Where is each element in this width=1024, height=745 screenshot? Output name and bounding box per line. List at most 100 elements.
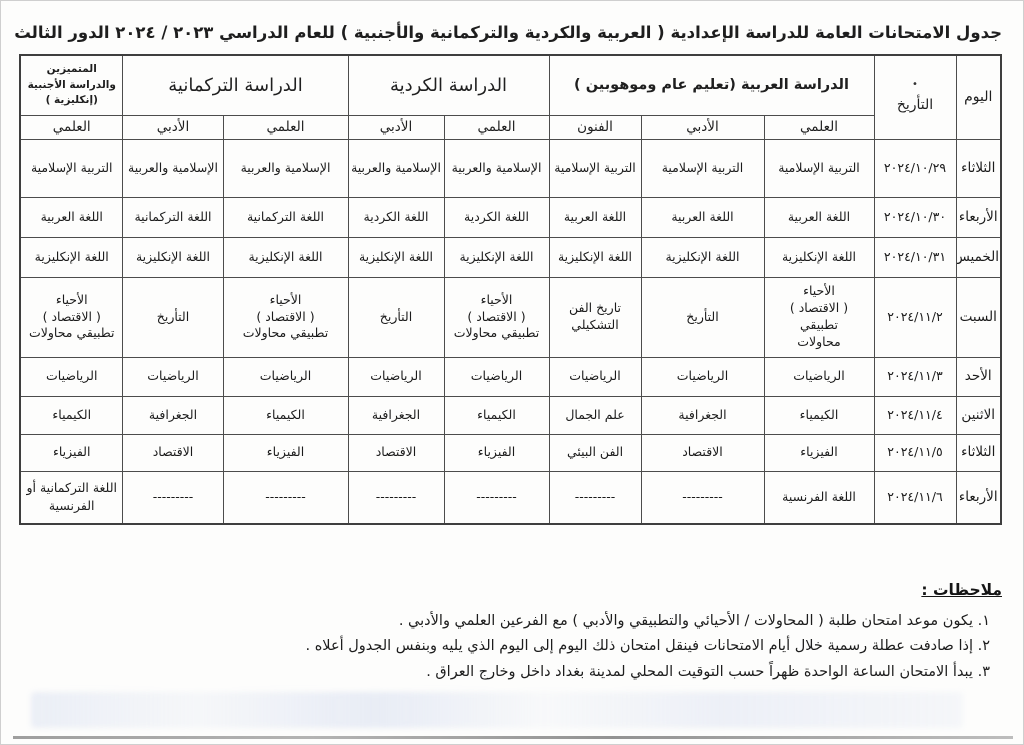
subject-cell: اللغة التركمانية [222, 196, 349, 238]
subject-cell: اللغة الكردية [443, 196, 550, 238]
group-header-distinguished-foreign-study: المتميزين والدراسة الأجنبية (إنكليزية ) [19, 54, 124, 116]
subject-cell: الفيزياء [222, 433, 349, 472]
subheader-kurdish-literary: الأدبي [347, 114, 445, 140]
subject-cell: اللغة العربية [640, 196, 765, 238]
subject-cell: الأحياء ( الاقتصاد ) تطبيقي محاولات [443, 276, 550, 358]
subject-cell: --------- [222, 470, 349, 525]
subject-cell: الرياضيات [443, 356, 550, 397]
subject-cell: الإسلامية والعربية [347, 138, 445, 198]
group-header-arabic-study: الدراسة العربية (تعليم عام وموهوبين ) [548, 54, 875, 116]
subject-cell: اللغة الفرنسية [763, 470, 875, 525]
subheader-distinguished-scientific: العلمي [19, 114, 124, 140]
header-group-row: اليوم • التأريخ الدراسة العربية (تعليم ع… [19, 54, 1002, 140]
note-line: ٣. يبدأ الامتحان الساعة الواحدة ظهراً حس… [426, 663, 990, 680]
subject-cell: الإسلامية والعربية [443, 138, 550, 198]
header-branch-row: العلمي الأدبي الفنون العلمي الأدبي العلم… [19, 114, 1001, 140]
subject-cell: الأحياء ( الاقتصاد ) تطبيقي محاولات [763, 276, 875, 358]
scan-smudge-artifact [31, 692, 963, 728]
subject-cell: الجغرافية [347, 395, 445, 435]
subject-cell: --------- [548, 470, 642, 525]
subject-cell: اللغة الإنكليزية [222, 236, 349, 278]
page-title: جدول الامتحانات العامة للدراسة الإعدادية… [14, 23, 1002, 42]
subject-cell: الأحياء ( الاقتصاد ) تطبيقي محاولات [222, 276, 349, 358]
table-row: الثلاثاء ٢٠٢٤/١١/٥ الفيزياء الاقتصاد الفن ال… [19, 433, 1002, 472]
col-header-date: • التأريخ [873, 54, 957, 140]
subheader-kurdish-scientific: العلمي [443, 114, 550, 140]
subject-cell: الجغرافية [122, 395, 224, 435]
subject-cell: اللغة العربية [19, 196, 124, 238]
subject-cell: الرياضيات [763, 356, 875, 397]
notes-heading: ملاحظات : [921, 581, 1002, 599]
day-cell: الخميس [955, 236, 1002, 278]
subject-cell: الكيمياء [19, 395, 124, 435]
subject-cell: اللغة الإنكليزية [763, 236, 875, 278]
subject-cell: الرياضيات [222, 356, 349, 397]
subject-cell: الرياضيات [548, 356, 642, 397]
table-row: الأربعاء ٢٠٢٤/١١/٦ اللغة الفرنسية ---------… [19, 470, 1002, 525]
day-cell: الثلاثاء [955, 433, 1002, 472]
col-header-day: اليوم [955, 54, 1002, 140]
subheader-turkmen-scientific: العلمي [222, 114, 349, 140]
table-row: السبت ٢٠٢٤/١١/٢ الأحياء ( الاقتصاد ) تطبيق… [19, 276, 1002, 358]
date-asterisk-mark: • [912, 79, 918, 91]
subject-cell: اللغة الإنكليزية [19, 236, 124, 278]
subject-cell: الكيمياء [763, 395, 875, 435]
subject-cell: تاريخ الفن التشكيلي [548, 276, 642, 358]
table-row: الخميس ٢٠٢٤/١٠/٣١ اللغة الإنكليزية اللغة ال… [19, 236, 1002, 278]
date-cell: ٢٠٢٤/١٠/٣٠ [873, 196, 957, 238]
subject-cell: اللغة الإنكليزية [443, 236, 550, 278]
subject-cell: الإسلامية والعربية [222, 138, 349, 198]
table-row: الأربعاء ٢٠٢٤/١٠/٣٠ اللغة العربية اللغة الع… [19, 196, 1002, 238]
subject-cell: التأريخ [347, 276, 445, 358]
subject-cell: الجغرافية [640, 395, 765, 435]
subject-cell: التربية الإسلامية [548, 138, 642, 198]
group-header-kurdish-study: الدراسة الكردية [347, 54, 550, 116]
subheader-arabic-literary: الأدبي [640, 114, 765, 140]
subject-cell: اللغة الإنكليزية [548, 236, 642, 278]
day-cell: الأربعاء [955, 470, 1002, 525]
subject-cell: اللغة العربية [763, 196, 875, 238]
date-cell: ٢٠٢٤/١٠/٢٩ [873, 138, 957, 198]
subject-cell: اللغة الإنكليزية [347, 236, 445, 278]
scan-edge-line [13, 736, 1013, 739]
subject-cell: --------- [347, 470, 445, 525]
subject-cell: الاقتصاد [122, 433, 224, 472]
table-row: الاثنين ٢٠٢٤/١١/٤ الكيمياء الجغرافية علم الج… [19, 395, 1002, 435]
table-row: الثلاثاء ٢٠٢٤/١٠/٢٩ التربية الإسلامية الترب… [19, 138, 1002, 198]
subject-cell: التربية الإسلامية [640, 138, 765, 198]
subject-cell: الكيمياء [443, 395, 550, 435]
note-line: ٢. إذا صادفت عطلة رسمية خلال أيام الامتح… [305, 638, 990, 655]
subject-cell: الفن البيئي [548, 433, 642, 472]
subject-cell: الرياضيات [640, 356, 765, 397]
subject-cell: الاقتصاد [347, 433, 445, 472]
subject-cell: اللغة الإنكليزية [122, 236, 224, 278]
date-cell: ٢٠٢٤/١٠/٣١ [873, 236, 957, 278]
subject-cell: اللغة الكردية [347, 196, 445, 238]
subject-cell: اللغة التركمانية [122, 196, 224, 238]
note-line: ١. يكون موعد امتحان طلبة ( المحاولات / ا… [398, 613, 990, 629]
subject-cell: الرياضيات [19, 356, 124, 397]
group-header-turkmen-study: الدراسة التركمانية [122, 54, 349, 116]
day-cell: الأربعاء [955, 196, 1002, 238]
subject-cell: التأريخ [122, 276, 224, 358]
col-header-date-label: التأريخ [896, 97, 934, 114]
subject-cell: الفيزياء [443, 433, 550, 472]
subject-cell: الأحياء ( الاقتصاد ) تطبيقي محاولات [19, 276, 124, 358]
subject-cell: التربية الإسلامية [763, 138, 875, 198]
subject-cell: الإسلامية والعربية [122, 138, 224, 198]
subject-cell: اللغة العربية [548, 196, 642, 238]
date-cell: ٢٠٢٤/١١/٦ [873, 470, 957, 525]
date-cell: ٢٠٢٤/١١/٥ [873, 433, 957, 472]
subject-cell: --------- [122, 470, 224, 525]
subject-cell: التأريخ [640, 276, 765, 358]
day-cell: السبت [955, 276, 1002, 358]
subject-cell: الفيزياء [763, 433, 875, 472]
subject-cell: علم الجمال [548, 395, 642, 435]
date-cell: ٢٠٢٤/١١/٢ [873, 276, 957, 358]
date-cell: ٢٠٢٤/١١/٣ [873, 356, 957, 397]
subject-cell: الفيزياء [19, 433, 124, 472]
notes-section: ملاحظات : ١. يكون موعد امتحان طلبة ( الم… [22, 581, 1002, 685]
subject-cell: التربية الإسلامية [19, 138, 124, 198]
table-row: الأحد ٢٠٢٤/١١/٣ الرياضيات الرياضيات الرياضيا… [19, 356, 1002, 397]
